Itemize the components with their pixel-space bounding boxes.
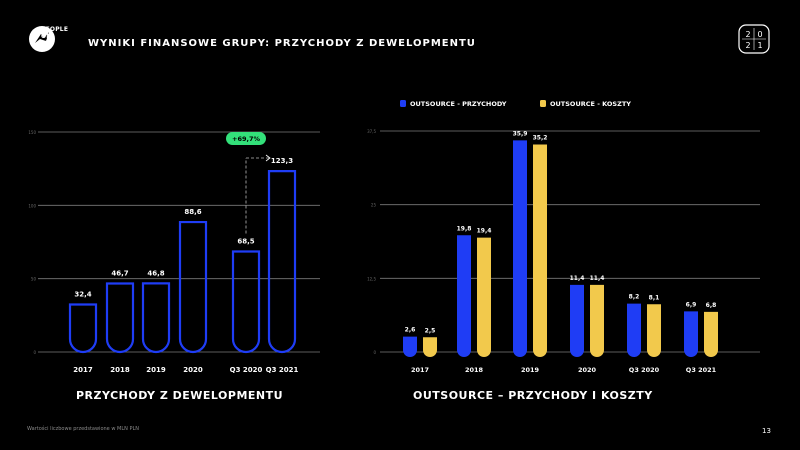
x-tick-label: 2020 <box>183 366 203 374</box>
logo-text-line: FLY <box>41 40 53 47</box>
x-tick-label: 2018 <box>110 366 130 374</box>
bar-value-label: 32,4 <box>74 290 91 298</box>
revenue-bar <box>513 140 527 357</box>
bar-value-label: 35,9 <box>513 130 528 137</box>
y-tick-label: 25 <box>371 203 377 208</box>
page-number: 13 <box>762 427 771 435</box>
logo-icon <box>29 26 55 52</box>
cost-bar <box>423 337 437 357</box>
y-tick-label: 150 <box>28 130 36 135</box>
logo-text: PEOPLE ON FLY <box>41 26 71 47</box>
badge-digit: 2 <box>745 30 750 39</box>
cost-bar <box>477 237 491 357</box>
growth-badge <box>226 132 266 145</box>
cost-bar <box>533 144 547 357</box>
logo-text-line: ON <box>41 33 52 40</box>
badge-digit: 2 <box>745 41 750 50</box>
x-tick-label: Q3 2020 <box>230 366 263 374</box>
bar-value-label: 8,1 <box>649 294 660 301</box>
x-tick-label: 2019 <box>146 366 166 374</box>
year-badge-icon: 2 0 2 1 <box>738 24 770 54</box>
development-revenue-chart: 0 50 100 150 32,4 2017 46,7 2018 46,8 2019 88,6 202… <box>28 130 320 374</box>
revenue-bar <box>403 336 417 357</box>
y-tick-label: 0 <box>33 350 36 355</box>
bar <box>68 303 98 354</box>
cost-bar <box>704 311 718 357</box>
bar <box>178 220 208 354</box>
bar-value-label: 19,4 <box>477 228 492 235</box>
x-tick-label: 2017 <box>411 366 429 374</box>
cost-bar <box>647 304 661 357</box>
bar <box>141 282 171 354</box>
footnote: Wartości liczbowe przedstawione w MLN PL… <box>27 426 139 432</box>
bar-value-label: 11,4 <box>590 275 605 282</box>
x-tick-label: Q3 2021 <box>266 366 299 374</box>
growth-badge-label: +69,7% <box>232 135 260 143</box>
bar-value-label: 2,5 <box>425 327 436 334</box>
page-title: WYNIKI FINANSOWE GRUPY: PRZYCHODY Z DEWE… <box>88 38 476 49</box>
x-tick-label: Q3 2020 <box>629 366 660 374</box>
badge-digit: 0 <box>757 30 762 39</box>
legend-label: OUTSOURCE - PRZYCHODY <box>410 100 507 108</box>
cost-bar <box>590 284 604 357</box>
x-tick-label: 2019 <box>521 366 540 374</box>
y-tick-label: 100 <box>28 203 36 208</box>
bar-value-label: 46,8 <box>147 269 164 277</box>
x-tick-label: 2017 <box>73 366 93 374</box>
bar-value-label: 2,6 <box>405 327 416 334</box>
revenue-bar <box>684 311 698 357</box>
legend-label: OUTSOURCE - KOSZTY <box>550 100 631 108</box>
y-tick-label: 50 <box>31 277 37 282</box>
growth-arrow-icon <box>265 154 271 162</box>
y-tick-label: 0 <box>373 350 376 355</box>
development-revenue-title: PRZYCHODY Z DEWELOPMENTU <box>76 389 284 402</box>
badge-digit: 1 <box>757 41 762 50</box>
legend-swatch <box>400 100 406 107</box>
revenue-bar <box>627 303 641 357</box>
legend-swatch <box>540 100 546 107</box>
y-tick-label: 12,5 <box>367 276 376 281</box>
bar-value-label: 68,5 <box>237 238 254 246</box>
outsource-title: OUTSOURCE – PRZYCHODY I KOSZTY <box>413 389 653 402</box>
revenue-bar <box>457 235 471 357</box>
x-tick-label: 2018 <box>465 366 484 374</box>
bar <box>267 170 297 354</box>
bar-value-label: 88,6 <box>184 208 201 216</box>
bar-value-label: 46,7 <box>111 270 128 278</box>
bar-value-label: 6,8 <box>706 302 717 309</box>
bar-value-label: 123,3 <box>271 157 293 165</box>
y-tick-label: 37,5 <box>367 129 376 134</box>
logo-text-line: PEOPLE <box>41 26 69 33</box>
bar-value-label: 19,8 <box>457 225 472 232</box>
bar-value-label: 11,4 <box>570 275 585 282</box>
bar <box>231 250 261 354</box>
bar <box>105 282 135 354</box>
revenue-bar <box>570 284 584 357</box>
outsource-chart: 0 12,5 25 37,5 OUTSOURCE - PRZYCHODY OUTSOURC… <box>367 100 760 374</box>
bar-value-label: 8,2 <box>629 294 640 301</box>
bar-value-label: 6,9 <box>686 301 697 308</box>
bar-value-label: 35,2 <box>533 135 548 142</box>
x-tick-label: Q3 2021 <box>686 366 717 374</box>
x-tick-label: 2020 <box>578 366 597 374</box>
